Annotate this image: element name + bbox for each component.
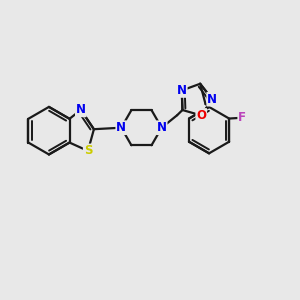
Text: N: N	[177, 84, 187, 97]
Text: N: N	[116, 121, 126, 134]
Text: S: S	[84, 144, 92, 158]
Text: F: F	[238, 112, 246, 124]
Text: N: N	[76, 103, 86, 116]
Text: N: N	[207, 93, 217, 106]
Text: N: N	[157, 121, 167, 134]
Text: O: O	[196, 109, 206, 122]
